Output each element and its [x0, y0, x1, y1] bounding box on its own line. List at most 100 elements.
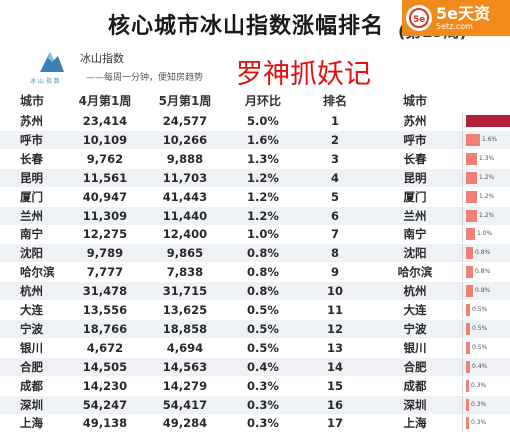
bar-axis-line [462, 244, 463, 263]
site-badge[interactable]: 5e 5e天资 5etz.com [402, 0, 510, 36]
bar-cell: 1.6% [462, 131, 510, 149]
rank-cell: 17 [326, 416, 343, 431]
month-change-cell: 1.0% [247, 227, 279, 242]
rank-cell: 3 [330, 151, 339, 166]
bar-value-label: 0.3% [471, 400, 487, 408]
city-right-cell: 呼市 [403, 132, 427, 147]
table-row: 深圳 54,247 54,417 0.3% 16 深圳 0.3% [0, 395, 510, 414]
may-value-cell: 4,694 [166, 340, 204, 355]
rank-cell: 5 [330, 189, 339, 204]
bar-cell: 0.3% [462, 396, 510, 414]
city-cell: 宁波 [20, 321, 43, 336]
may-value-cell: 41,443 [162, 189, 208, 204]
growth-bar [466, 417, 469, 430]
may-value-cell: 11,703 [162, 170, 208, 185]
month-change-cell: 5.0% [247, 114, 279, 128]
header-city-right: 城市 [402, 94, 427, 108]
month-change-cell: 0.3% [247, 378, 279, 393]
city-right-cell: 哈尔滨 [397, 265, 433, 280]
bar-value-label: 0.5% [472, 343, 488, 351]
rank-cell: 10 [326, 284, 343, 299]
may-value-cell: 49,284 [162, 416, 208, 431]
bar-value-label: 0.8% [475, 287, 491, 295]
table-row: 杭州 31,478 31,715 0.8% 10 杭州 0.8% [0, 282, 510, 301]
bar-axis-line [462, 301, 463, 319]
apr-value-cell: 40,947 [82, 189, 128, 204]
bar-axis-line [462, 263, 463, 282]
may-value-cell: 13,625 [162, 303, 208, 317]
may-value-cell: 14,279 [162, 378, 208, 393]
bar-cell: 0.3% [462, 377, 510, 395]
city-right-cell: 合肥 [403, 359, 427, 374]
site-badge-text: 5e天资 [436, 3, 490, 23]
may-value-cell: 18,858 [162, 321, 208, 336]
bar-cell: 0.5% [462, 320, 510, 338]
bar-value-label: 0.3% [471, 381, 487, 389]
rank-cell: 11 [326, 303, 343, 317]
rank-cell: 6 [330, 208, 339, 223]
may-value-cell: 11,440 [162, 208, 208, 223]
apr-value-cell: 14,505 [82, 359, 128, 374]
city-cell: 银川 [20, 340, 43, 355]
bar-value-label: 0.3% [471, 419, 487, 427]
city-cell: 沈阳 [20, 246, 43, 261]
bar-cell: 0.8% [462, 282, 510, 300]
table-row: 苏州 23,414 24,577 5.0% 1 苏州 [0, 112, 510, 130]
month-change-cell: 1.6% [247, 132, 279, 147]
table-row: 兰州 11,309 11,440 1.2% 6 兰州 1.2% [0, 206, 510, 225]
growth-bar [466, 247, 473, 260]
city-right-cell: 苏州 [403, 114, 427, 128]
bar-value-label: 1.3% [479, 154, 495, 162]
brand-name: 冰山指数 [80, 52, 124, 65]
table-row: 昆明 11,561 11,703 1.2% 4 昆明 1.2% [0, 168, 510, 187]
bar-axis-line [462, 187, 463, 206]
bar-cell: 1.3% [462, 150, 510, 168]
bar-cell: 0.8% [462, 263, 510, 281]
bar-value-label: 0.5% [472, 306, 488, 313]
bar-axis-line [462, 395, 463, 414]
header-month-change: 月环比 [244, 94, 281, 108]
may-value-cell: 12,400 [162, 227, 208, 242]
site-logo-icon: 5e [406, 5, 432, 31]
bar-cell: 0.5% [462, 339, 510, 357]
growth-bar [466, 209, 477, 222]
bar-axis-line [462, 112, 463, 130]
city-cell: 昆明 [20, 170, 43, 185]
month-change-cell: 0.3% [247, 416, 279, 431]
rank-cell: 16 [326, 397, 343, 412]
brand-slogan: ——每周一分钟，便知房趋势 [86, 73, 204, 83]
city-cell: 深圳 [20, 397, 43, 412]
bar-cell: 1.2% [462, 207, 510, 225]
apr-value-cell: 23,414 [82, 114, 128, 128]
bar-cell: 1.0% [462, 225, 510, 243]
may-value-cell: 24,577 [162, 114, 208, 128]
growth-bar [466, 360, 470, 373]
table-row: 哈尔滨 7,777 7,838 0.8% 9 哈尔滨 0.8% [0, 263, 510, 282]
month-change-cell: 0.3% [247, 397, 279, 412]
bar-axis-line [462, 149, 463, 168]
growth-bar [466, 398, 469, 411]
apr-value-cell: 13,556 [82, 303, 128, 317]
growth-bar [466, 379, 469, 392]
growth-bar [466, 190, 477, 203]
may-value-cell: 31,715 [162, 284, 208, 299]
month-change-cell: 1.2% [247, 208, 279, 223]
brand-logo-caption: 冰 山 指 数 [30, 78, 60, 85]
city-right-cell: 上海 [403, 416, 427, 431]
month-change-cell: 1.3% [247, 151, 279, 166]
rank-cell: 8 [330, 246, 339, 261]
header-may-week1: 5月第1周 [158, 94, 212, 108]
apr-value-cell: 7,777 [86, 265, 124, 280]
growth-bar [466, 285, 473, 298]
month-change-cell: 0.5% [247, 340, 279, 355]
bar-axis-line [462, 130, 463, 149]
month-change-cell: 0.5% [247, 303, 279, 317]
bar-cell: 0.5% [462, 301, 510, 319]
apr-value-cell: 9,789 [86, 246, 124, 261]
city-cell: 兰州 [20, 208, 43, 223]
apr-value-cell: 54,247 [82, 397, 128, 412]
table-row: 厦门 40,947 41,443 1.2% 5 厦门 1.2% [0, 187, 510, 206]
city-cell: 长春 [20, 151, 43, 166]
apr-value-cell: 31,478 [82, 284, 128, 299]
bar-cell: 1.2% [462, 188, 510, 206]
